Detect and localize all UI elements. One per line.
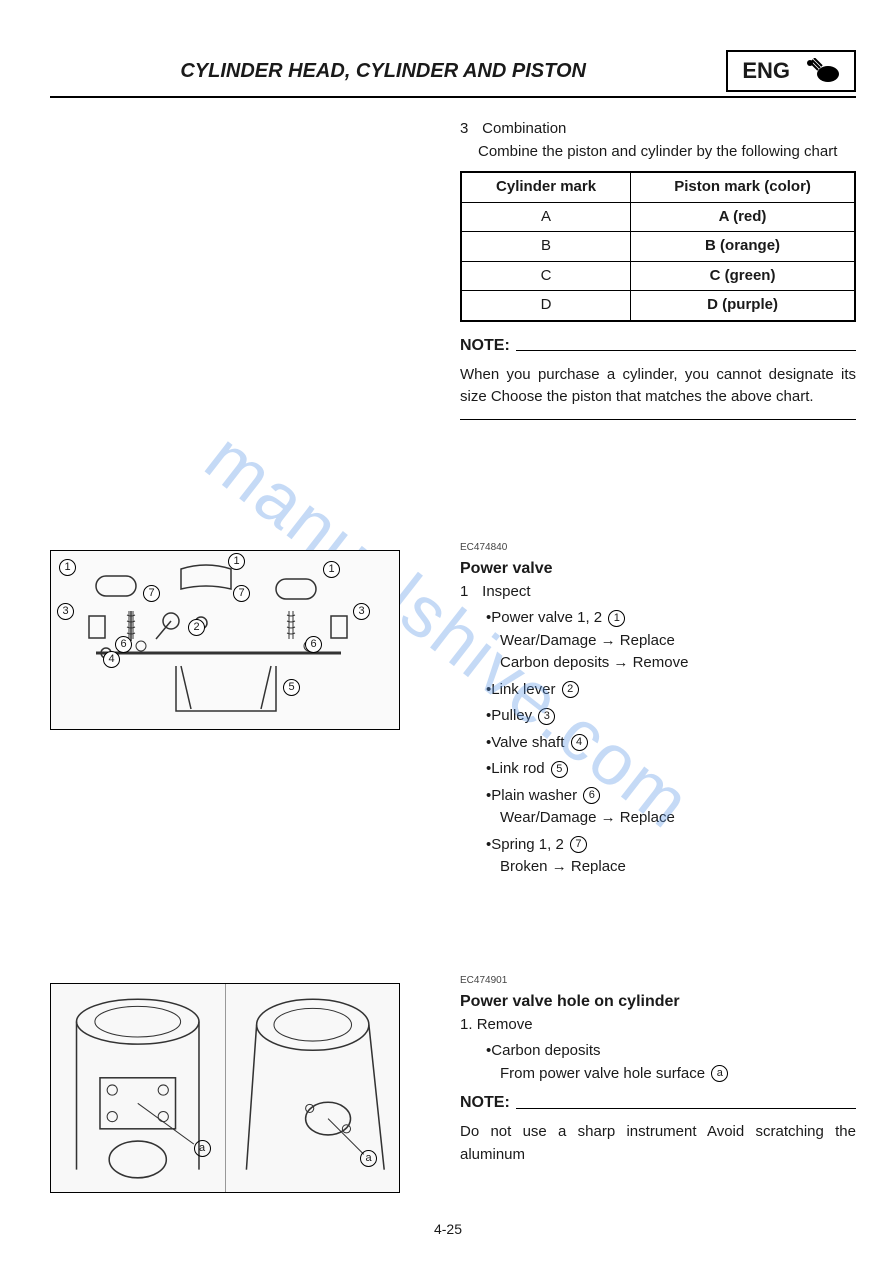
- ec-code: EC474901: [460, 973, 856, 988]
- list-item: •Spring 1, 2 7 Broken → Replace: [486, 834, 856, 879]
- step-number: 3: [460, 118, 478, 141]
- table-header-right: Piston mark (color): [631, 172, 855, 202]
- section-combination: 3 Combination Combine the piston and cyl…: [50, 118, 856, 420]
- list-item: •Link rod 5: [486, 758, 856, 781]
- note-rule: [516, 1108, 856, 1109]
- page-header: CYLINDER HEAD, CYLINDER AND PISTON ENG: [50, 50, 856, 98]
- list-item: •Plain washer 6 Wear/Damage → Replace: [486, 785, 856, 830]
- note-header: NOTE:: [460, 334, 856, 358]
- list-item: •Carbon deposits From power valve hole s…: [486, 1040, 856, 1085]
- list-item: •Link lever 2: [486, 679, 856, 702]
- power-valve-diagram: 1 1 1 2 3 3 4 5 6 6 7 7: [50, 550, 400, 730]
- section-title: Power valve: [460, 557, 856, 581]
- eng-box: ENG: [726, 50, 856, 92]
- page-number: 4-25: [0, 1221, 896, 1237]
- engine-icon: [800, 58, 840, 84]
- table-row: C C (green): [461, 261, 855, 291]
- table-row: D D (purple): [461, 291, 855, 321]
- note-label: NOTE:: [460, 1091, 510, 1115]
- step-title: Combination: [482, 120, 566, 137]
- section-title: Power valve hole on cylinder: [460, 990, 856, 1014]
- header-title: CYLINDER HEAD, CYLINDER AND PISTON: [50, 60, 726, 83]
- table-row: A A (red): [461, 202, 855, 232]
- list-item: •Valve shaft 4: [486, 732, 856, 755]
- note-text: When you purchase a cylinder, you cannot…: [460, 364, 856, 420]
- note-rule: [516, 350, 856, 351]
- section-power-valve: 1 1 1 2 3 3 4 5 6 6 7 7 EC474840 Power v…: [50, 540, 856, 883]
- table-row: B B (orange): [461, 232, 855, 262]
- note-label: NOTE:: [460, 334, 510, 358]
- cylinder-diagram: a a: [50, 983, 400, 1193]
- eng-label: ENG: [742, 58, 790, 84]
- table-header-left: Cylinder mark: [461, 172, 631, 202]
- list-item: •Power valve 1, 2 1 Wear/Damage → Replac…: [486, 607, 856, 675]
- combination-table: Cylinder mark Piston mark (color) A A (r…: [460, 171, 856, 322]
- step-text: Combine the piston and cylinder by the f…: [460, 141, 856, 164]
- remove-list: •Carbon deposits From power valve hole s…: [460, 1040, 856, 1085]
- note-text: Do not use a sharp instrument Avoid scra…: [460, 1121, 856, 1176]
- page: manualshive.com CYLINDER HEAD, CYLINDER …: [0, 0, 896, 1262]
- step-line: 1 Inspect: [460, 581, 856, 604]
- note-header: NOTE:: [460, 1091, 856, 1115]
- inspect-list: •Power valve 1, 2 1 Wear/Damage → Replac…: [460, 607, 856, 879]
- section-power-valve-hole: a a EC474901 Power va: [50, 973, 856, 1193]
- step-line: 1. Remove: [460, 1014, 856, 1037]
- list-item: •Pulley 3: [486, 705, 856, 728]
- ec-code: EC474840: [460, 540, 856, 555]
- step-line: 3 Combination: [460, 118, 856, 141]
